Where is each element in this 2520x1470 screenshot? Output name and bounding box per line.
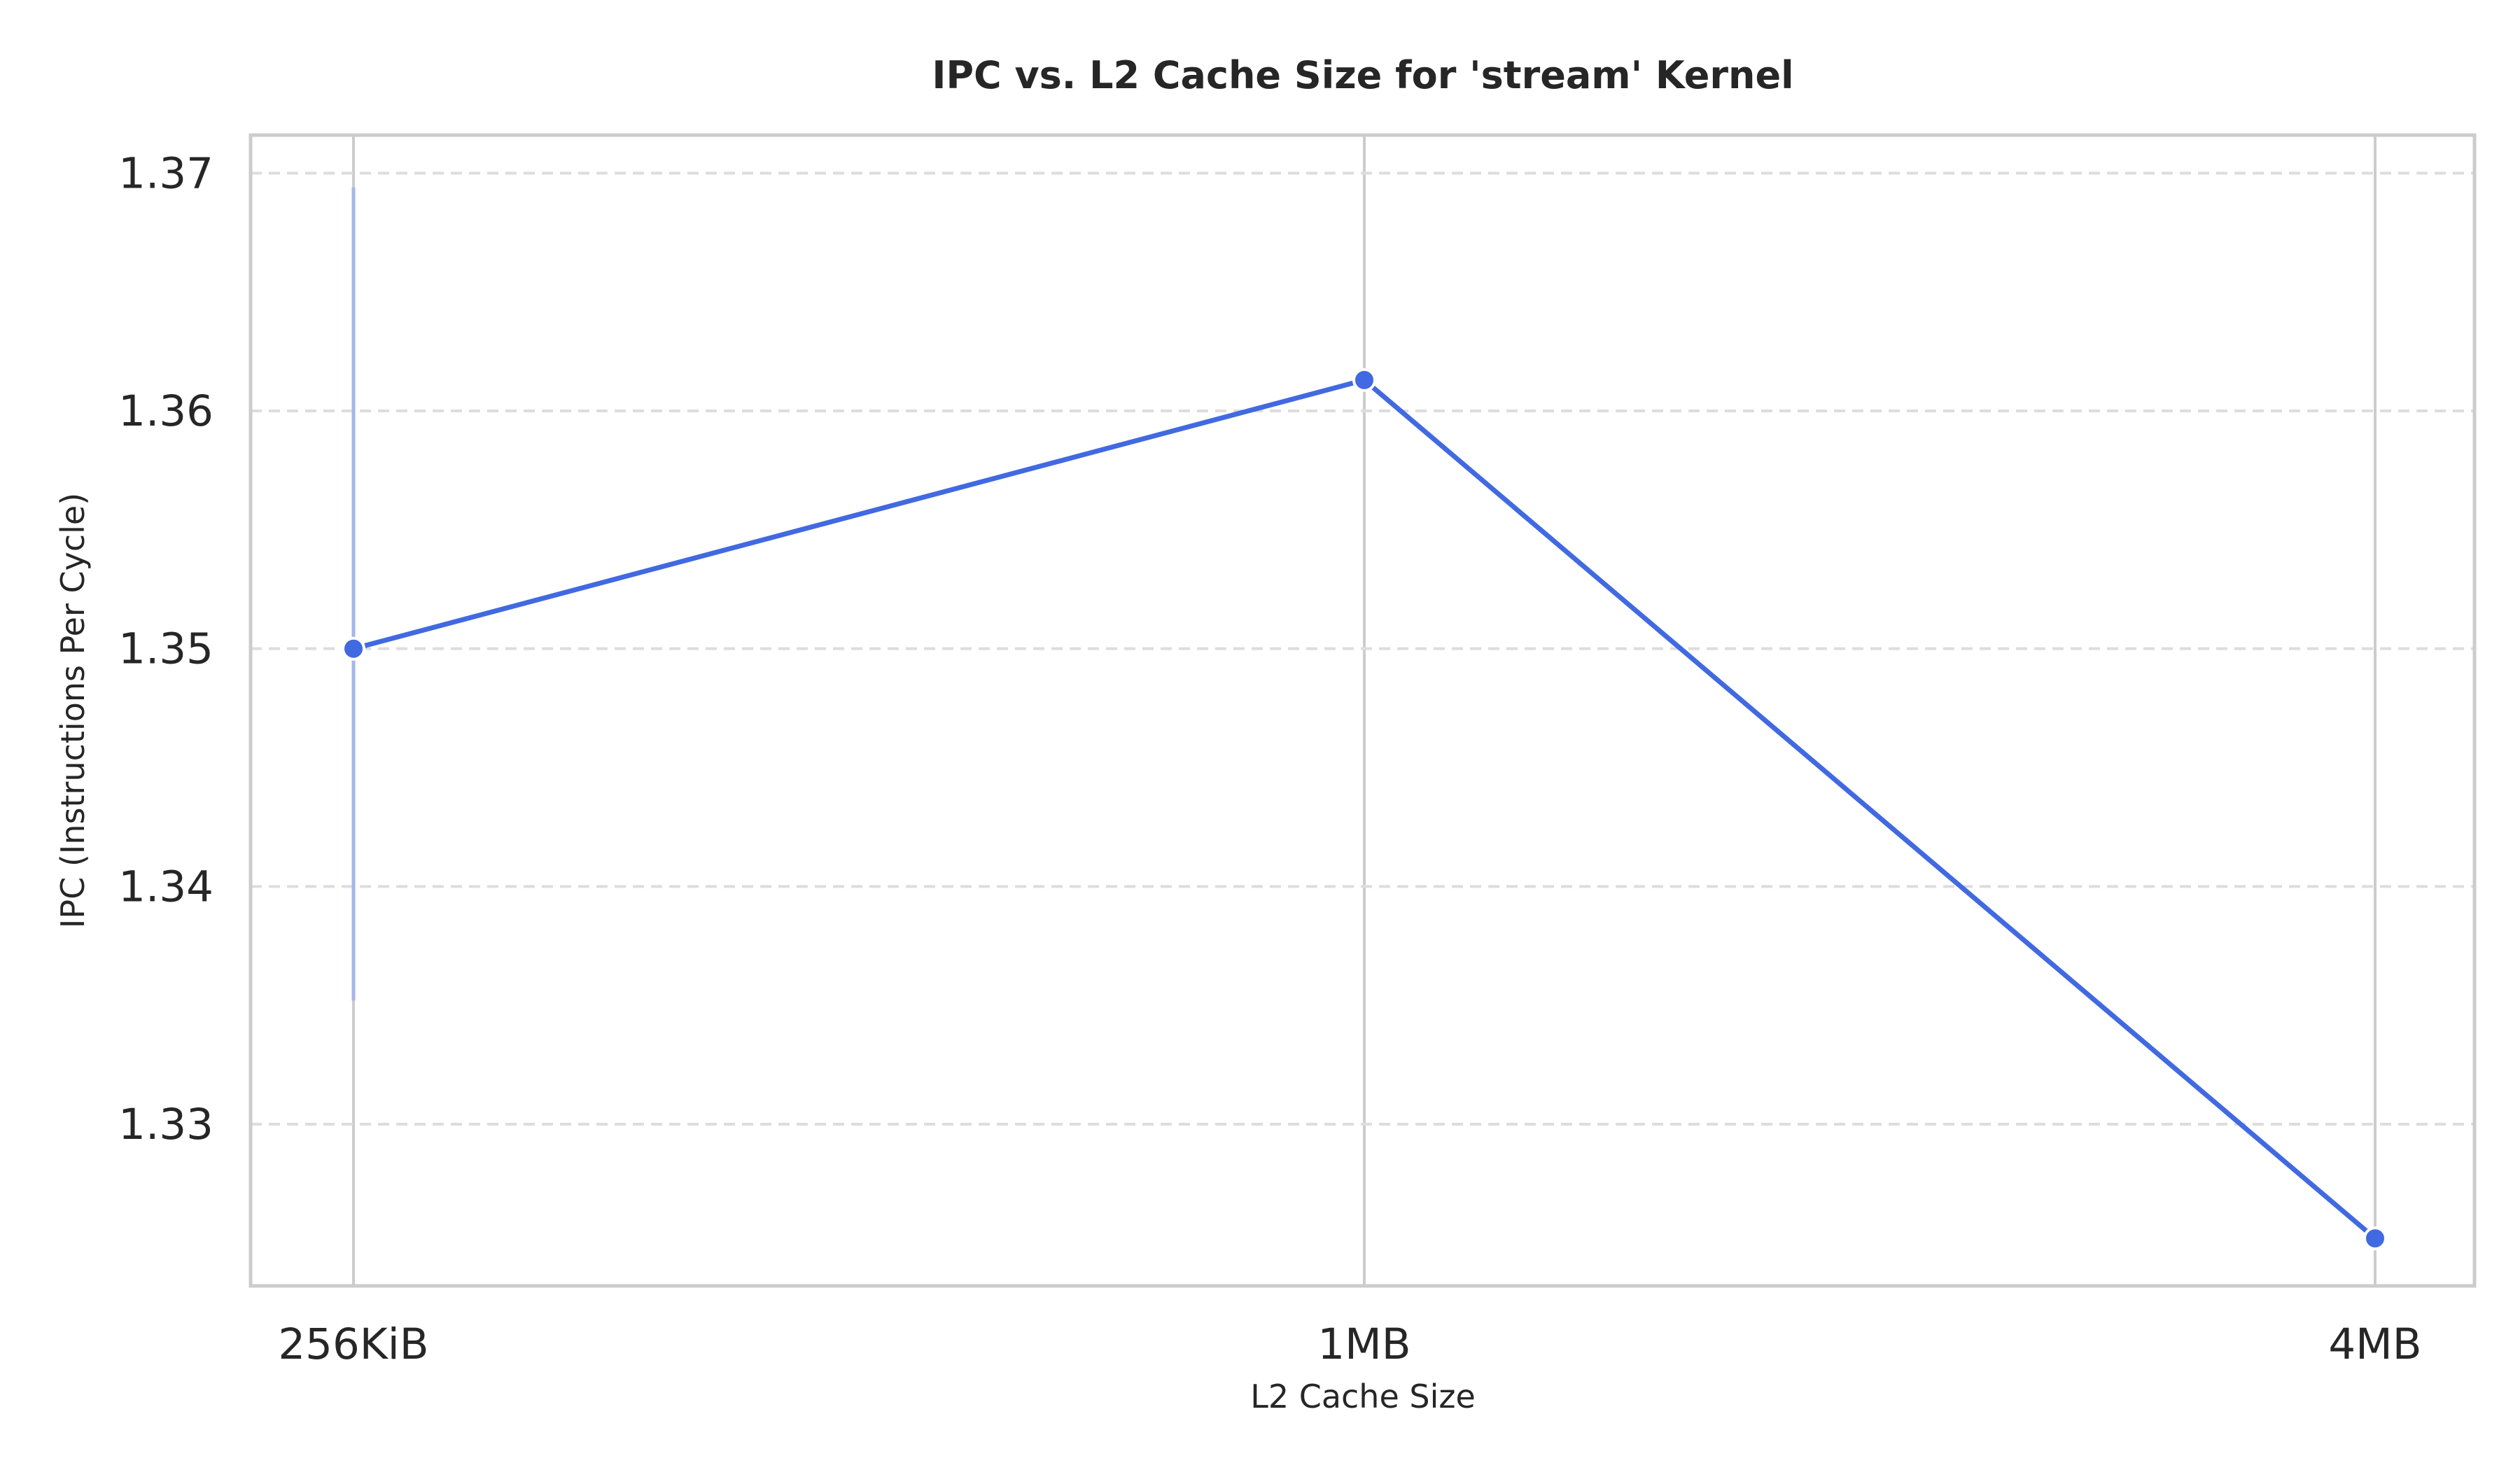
data-markers	[342, 368, 2387, 1251]
plot-area-frame	[248, 133, 2477, 1288]
y-axis-ticks: 1.33 1.34 1.35 1.36 1.37	[118, 148, 214, 1149]
y-tick-label: 1.36	[118, 386, 214, 436]
data-point	[2363, 1226, 2387, 1251]
y-axis-label: IPC (Instructions Per Cycle)	[54, 493, 92, 928]
x-tick-label: 4MB	[2328, 1320, 2421, 1369]
x-tick-label: 256KiB	[278, 1320, 428, 1369]
y-tick-label: 1.34	[118, 862, 214, 911]
x-axis-label: L2 Cache Size	[1250, 1378, 1476, 1415]
chart-title: IPC vs. L2 Cache Size for 'stream' Kerne…	[932, 53, 1793, 97]
grid	[251, 135, 2474, 1286]
y-tick-label: 1.35	[118, 624, 214, 674]
data-point	[1352, 368, 1376, 392]
y-tick-label: 1.37	[118, 148, 214, 198]
y-tick-label: 1.33	[118, 1100, 214, 1149]
x-axis-ticks: 256KiB 1MB 4MB	[278, 1320, 2421, 1369]
x-tick-label: 1MB	[1317, 1320, 1410, 1369]
data-point	[342, 636, 365, 661]
